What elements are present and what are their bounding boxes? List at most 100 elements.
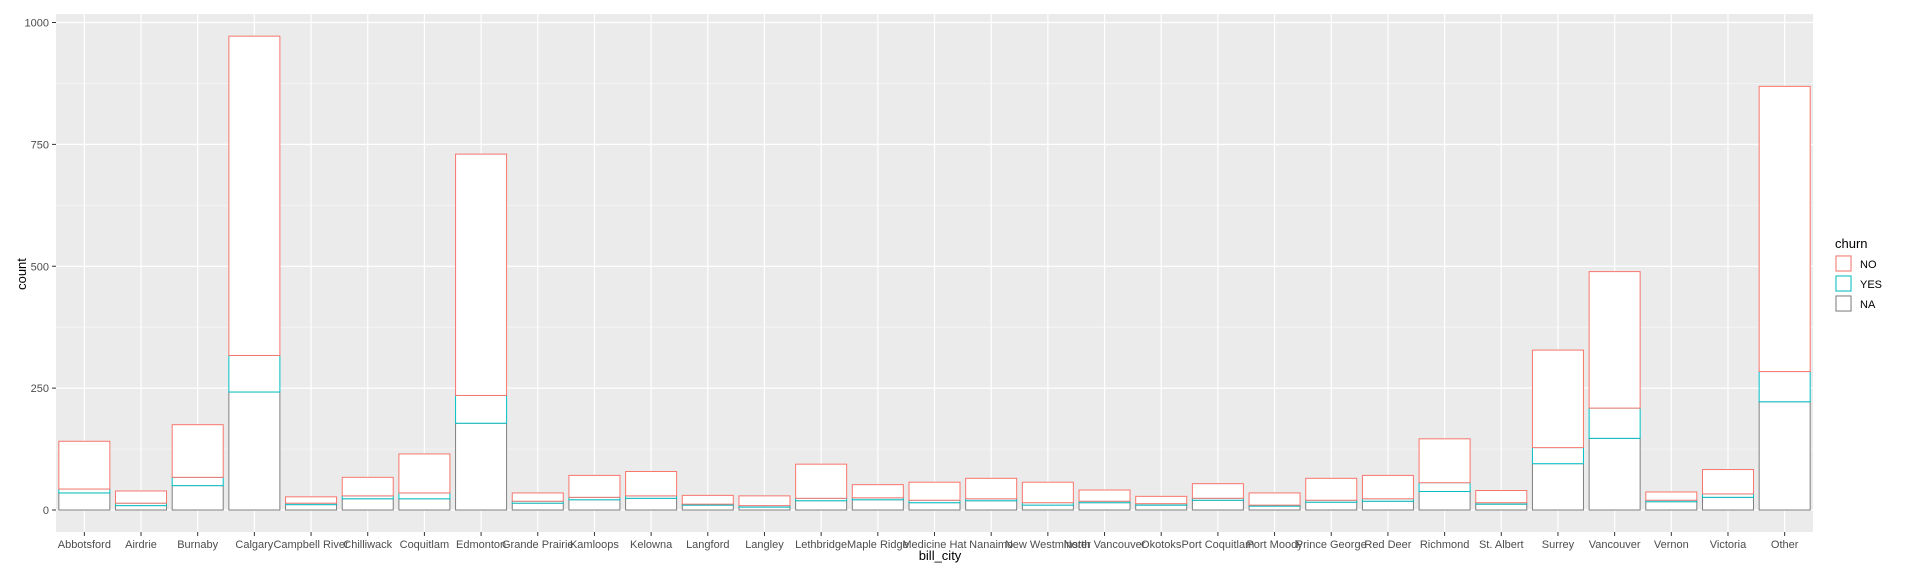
bar-segment-no — [1135, 495, 1188, 505]
x-tick-label: Burnaby — [177, 539, 218, 551]
legend-item-na: NA — [1835, 295, 1876, 312]
bar-segment-na — [965, 500, 1018, 511]
bar-segment-no — [908, 481, 961, 501]
x-tick-label: Port Coquitlam — [1182, 539, 1255, 551]
bar-segment-no — [568, 474, 621, 498]
bar-segment-na — [511, 502, 564, 511]
x-tick-label: Kamloops — [570, 539, 619, 551]
bar-segment-yes — [58, 488, 111, 494]
bar-segment-na — [58, 492, 111, 511]
bars — [58, 35, 1811, 511]
bar-segment-na — [455, 422, 508, 511]
x-tick-label: Coquitlam — [400, 539, 450, 551]
bar-segment-yes — [228, 354, 281, 393]
x-tick-label: Calgary — [235, 539, 273, 551]
bar-segment-yes — [455, 394, 508, 424]
bar-segment-na — [1021, 504, 1074, 511]
bar-segment-na — [115, 505, 168, 511]
bar-segment-no — [1305, 477, 1358, 501]
bar-segment-no — [115, 490, 168, 504]
bar-segment-no — [1475, 490, 1528, 504]
legend-key-swatch — [1835, 295, 1852, 312]
bar-segment-na — [1701, 496, 1754, 511]
y-axis-title: count — [14, 258, 29, 290]
bar-segment-na — [1475, 503, 1528, 511]
y-tick-label: 750 — [31, 139, 49, 151]
legend-item-label: NA — [1860, 299, 1876, 311]
bar-segment-yes — [398, 492, 451, 500]
x-tick-label: Red Deer — [1364, 539, 1411, 551]
legend-key-swatch — [1835, 255, 1852, 272]
bar-segment-na — [398, 498, 451, 511]
bar-segment-na — [1305, 501, 1358, 511]
bar-segment-no — [1701, 469, 1754, 495]
bar-segment-yes — [171, 476, 224, 487]
legend: churn NO YES NA — [1835, 236, 1882, 312]
legend-item-label: NO — [1860, 259, 1877, 271]
y-tick-label: 1000 — [25, 18, 49, 30]
x-tick-label: Other — [1771, 539, 1799, 551]
x-tick-label: New Westminster — [1005, 539, 1091, 551]
bar-segment-na — [1135, 504, 1188, 511]
bar-segment-na — [908, 502, 961, 511]
x-tick-label: Vancouver — [1589, 539, 1641, 551]
bar-segment-na — [568, 499, 621, 511]
bar-segment-na — [1645, 501, 1698, 511]
bar-segment-yes — [1701, 493, 1754, 498]
bar-segment-no — [1021, 481, 1074, 504]
x-tick-label: Surrey — [1542, 539, 1575, 551]
bar-segment-na — [1758, 401, 1811, 511]
x-tick-label: Nanaimo — [969, 539, 1013, 551]
legend-item-label: YES — [1860, 279, 1882, 291]
bar-segment-yes — [1588, 407, 1641, 439]
x-tick-label: North Vancouver — [1064, 539, 1146, 551]
bar-segment-no — [738, 495, 791, 507]
bar-segment-na — [625, 497, 678, 511]
x-tick-label: Kelowna — [630, 539, 673, 551]
bar-segment-yes — [1758, 371, 1811, 403]
x-axis-title: bill_city — [919, 548, 962, 563]
bar-segment-yes — [1418, 482, 1471, 492]
bar-segment-na — [681, 504, 734, 511]
x-tick-label: Okotoks — [1141, 539, 1182, 551]
bar-segment-no — [228, 35, 281, 356]
bar-segment-no — [1078, 489, 1131, 502]
bar-segment-no — [625, 470, 678, 497]
bar-segment-na — [228, 391, 281, 511]
x-tick-label: Lethbridge — [795, 539, 847, 551]
bar-segment-no — [795, 463, 848, 499]
legend-key-swatch — [1835, 275, 1852, 292]
bar-segment-no — [681, 494, 734, 505]
bar-segment-no — [455, 153, 508, 396]
x-tick-label: Langford — [686, 539, 729, 551]
bar-segment-yes — [1531, 447, 1584, 465]
bar-segment-no — [511, 492, 564, 502]
bar-segment-no — [1191, 483, 1244, 499]
bar-segment-no — [1758, 85, 1811, 373]
bar-segment-na — [171, 485, 224, 511]
bar-segment-no — [58, 440, 111, 490]
y-tick-label: 250 — [31, 383, 49, 395]
x-tick-label: Medicine Hat — [902, 539, 966, 551]
bar-segment-no — [1248, 492, 1301, 506]
bar-segment-na — [795, 500, 848, 511]
x-tick-label: Campbell River — [273, 539, 349, 551]
x-tick-label: Airdrie — [125, 539, 157, 551]
bar-segment-no — [1645, 491, 1698, 501]
bar-segment-no — [1418, 438, 1471, 484]
y-tick-label: 0 — [43, 505, 49, 517]
bar-segment-no — [398, 453, 451, 494]
x-tick-label: Maple Ridge — [847, 539, 909, 551]
legend-title: churn — [1835, 236, 1868, 251]
x-tick-label: Vernon — [1654, 539, 1689, 551]
bar-segment-no — [171, 424, 224, 478]
x-tick-label: Chilliwack — [343, 539, 392, 551]
x-tick-label: Victoria — [1710, 539, 1747, 551]
bar-segment-no — [851, 484, 904, 499]
bar-segment-na — [1361, 500, 1414, 511]
bar-segment-na — [341, 498, 394, 511]
x-tick-label: Grande Prairie — [502, 539, 574, 551]
x-tick-label: Port Moody — [1246, 539, 1303, 551]
